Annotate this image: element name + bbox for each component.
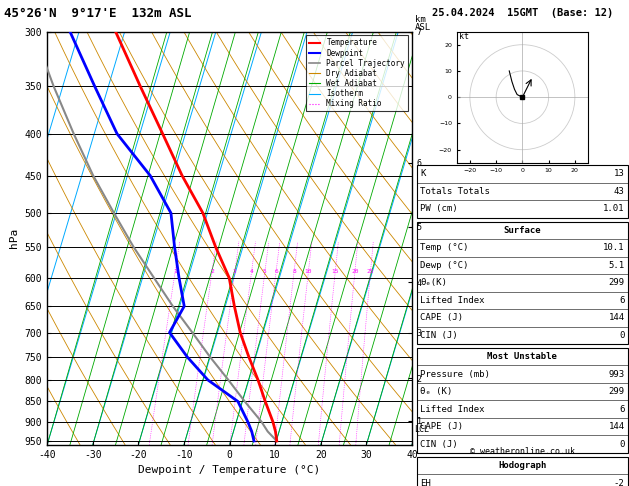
Text: 299: 299 <box>608 387 625 396</box>
Text: 13: 13 <box>614 170 625 178</box>
Text: Dewp (°C): Dewp (°C) <box>420 261 469 270</box>
Text: Temp (°C): Temp (°C) <box>420 243 469 252</box>
Text: 43: 43 <box>614 187 625 196</box>
Text: 10: 10 <box>304 269 312 274</box>
Text: 0: 0 <box>619 440 625 449</box>
Text: -2: -2 <box>614 479 625 486</box>
Text: 6: 6 <box>619 296 625 305</box>
Text: Surface: Surface <box>504 226 541 235</box>
Text: 5: 5 <box>263 269 267 274</box>
Text: Totals Totals: Totals Totals <box>420 187 490 196</box>
Text: 25: 25 <box>367 269 374 274</box>
Text: ASL: ASL <box>415 22 431 32</box>
Text: 0: 0 <box>619 331 625 340</box>
Text: Pressure (mb): Pressure (mb) <box>420 370 490 379</box>
Text: θₑ(K): θₑ(K) <box>420 278 447 287</box>
Text: 6: 6 <box>619 405 625 414</box>
Text: Hodograph: Hodograph <box>498 461 547 470</box>
Text: K: K <box>420 170 426 178</box>
Text: 8: 8 <box>292 269 296 274</box>
Text: 20: 20 <box>351 269 359 274</box>
Text: 5.1: 5.1 <box>608 261 625 270</box>
Text: 1: 1 <box>173 269 177 274</box>
Text: PW (cm): PW (cm) <box>420 205 458 213</box>
Text: CIN (J): CIN (J) <box>420 440 458 449</box>
Text: Lifted Index: Lifted Index <box>420 296 485 305</box>
Text: EH: EH <box>420 479 431 486</box>
Text: 45°26'N  9°17'E  132m ASL: 45°26'N 9°17'E 132m ASL <box>4 7 191 20</box>
Text: © weatheronline.co.uk: © weatheronline.co.uk <box>470 447 575 456</box>
Text: Lifted Index: Lifted Index <box>420 405 485 414</box>
Text: CIN (J): CIN (J) <box>420 331 458 340</box>
Text: 993: 993 <box>608 370 625 379</box>
Text: kt: kt <box>459 33 469 41</box>
Text: 6: 6 <box>274 269 278 274</box>
Text: 299: 299 <box>608 278 625 287</box>
Text: LCL: LCL <box>415 425 429 434</box>
Text: 15: 15 <box>331 269 339 274</box>
Text: 4: 4 <box>250 269 253 274</box>
Text: 3: 3 <box>233 269 237 274</box>
Text: 25.04.2024  15GMT  (Base: 12): 25.04.2024 15GMT (Base: 12) <box>431 8 613 18</box>
Text: 2: 2 <box>210 269 214 274</box>
Text: 144: 144 <box>608 313 625 322</box>
Text: 144: 144 <box>608 422 625 431</box>
Legend: Temperature, Dewpoint, Parcel Trajectory, Dry Adiabat, Wet Adiabat, Isotherm, Mi: Temperature, Dewpoint, Parcel Trajectory… <box>306 35 408 111</box>
Text: CAPE (J): CAPE (J) <box>420 313 463 322</box>
Text: km: km <box>415 15 426 24</box>
Y-axis label: hPa: hPa <box>9 228 19 248</box>
Text: Most Unstable: Most Unstable <box>487 352 557 361</box>
Text: 10.1: 10.1 <box>603 243 625 252</box>
Text: θₑ (K): θₑ (K) <box>420 387 452 396</box>
X-axis label: Dewpoint / Temperature (°C): Dewpoint / Temperature (°C) <box>138 465 321 475</box>
Text: CAPE (J): CAPE (J) <box>420 422 463 431</box>
Text: 1.01: 1.01 <box>603 205 625 213</box>
